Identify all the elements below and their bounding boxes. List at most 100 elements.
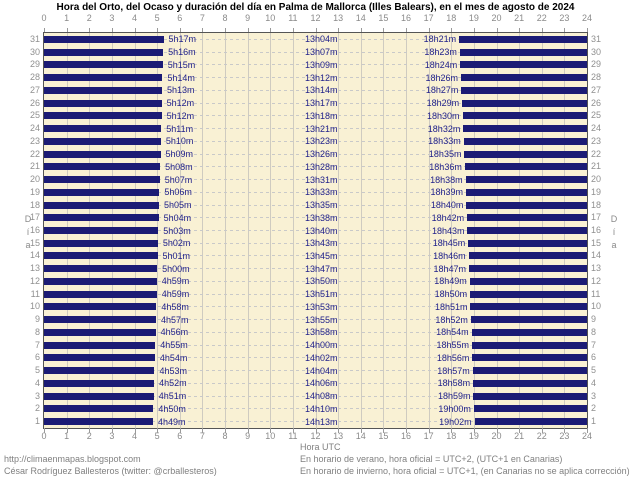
- hour-tick-top: [541, 28, 543, 33]
- sunset-time-label: 18h39m: [430, 187, 463, 198]
- bar-night-before-sunrise: [44, 328, 156, 336]
- row-dash-line: [44, 370, 587, 372]
- sunset-time-label: 18h45m: [432, 238, 466, 249]
- day-tick-label-right: 16: [591, 225, 602, 235]
- hour-tick-label-top: 2: [86, 13, 92, 23]
- hour-tick-bottom: [179, 428, 181, 433]
- hour-tick-label-top: 20: [491, 13, 502, 23]
- day-tick-label-left: 10: [29, 301, 40, 312]
- sunset-time-label: 18h33m: [428, 136, 461, 147]
- hour-tick-label-bottom: 9: [245, 431, 251, 441]
- day-tick-label-right: 24: [591, 123, 602, 134]
- sunrise-time-label: 5h01m: [162, 250, 191, 261]
- bar-night-before-sunrise: [44, 227, 159, 234]
- bar-night-before-sunrise: [44, 252, 158, 260]
- footer-summer-note: En horario de verano, hora oficial = UTC…: [300, 454, 563, 464]
- hour-tick-label-top: 23: [559, 13, 570, 23]
- hour-tick-top: [496, 28, 498, 33]
- day-tick-label-left: 6: [34, 352, 40, 363]
- chart-title: Hora del Orto, del Ocaso y duración del …: [56, 2, 575, 13]
- day-tick-label-right: 4: [591, 377, 597, 388]
- hour-tick-top: [360, 28, 362, 33]
- day-tick-label-right: 27: [591, 84, 602, 95]
- bar-night-before-sunrise: [44, 379, 155, 387]
- sunset-time-label: 18h58m: [437, 378, 471, 389]
- bar-night-after-sunset: [471, 328, 587, 336]
- day-tick-label-right: 22: [591, 148, 602, 159]
- bar-night-before-sunrise: [44, 125, 162, 133]
- day-duration-label: 14h04m: [305, 365, 338, 376]
- day-tick-label-left: 21: [29, 161, 40, 172]
- sunset-time-label: 18h23m: [424, 47, 457, 58]
- day-tick-label-right: 21: [591, 161, 602, 172]
- day-tick-label-right: 28: [591, 72, 602, 83]
- sunset-time-label: 18h51m: [434, 301, 468, 312]
- bar-night-after-sunset: [470, 303, 587, 311]
- hour-tick-label-bottom: 23: [559, 431, 570, 441]
- day-tick-label-right: 12: [591, 275, 602, 286]
- hour-tick-label-top: 9: [245, 13, 251, 23]
- day-tick-label-left: 24: [29, 123, 40, 134]
- sunrise-time-label: 4h57m: [160, 314, 189, 325]
- bar-night-after-sunset: [472, 367, 587, 375]
- sunrise-time-label: 5h14m: [167, 72, 195, 83]
- day-tick-label-left: 8: [34, 326, 40, 337]
- hour-tick-bottom: [519, 428, 521, 433]
- hour-tick-label-bottom: 19: [468, 431, 479, 441]
- day-duration-label: 13h14m: [305, 85, 338, 96]
- sunset-time-label: 18h26m: [425, 72, 459, 83]
- day-duration-label: 13h31m: [305, 174, 338, 185]
- hour-tick-bottom: [541, 428, 543, 433]
- bar-night-after-sunset: [462, 112, 587, 120]
- hour-tick-label-bottom: 4: [131, 431, 138, 441]
- day-tick-label-left: 5: [34, 365, 40, 376]
- day-duration-label: 14h13m: [305, 416, 338, 427]
- hour-tick-bottom: [225, 428, 226, 433]
- hour-tick-top: [247, 28, 249, 33]
- bar-night-after-sunset: [460, 61, 587, 69]
- bar-night-before-sunrise: [44, 137, 161, 145]
- bar-night-before-sunrise: [44, 35, 164, 43]
- bar-night-after-sunset: [461, 74, 587, 82]
- day-duration-label: 14h02m: [305, 352, 338, 363]
- day-tick-label-right: 23: [591, 135, 602, 146]
- hour-tick-top: [134, 28, 136, 33]
- hour-tick-label-top: 14: [355, 13, 366, 23]
- hour-tick-top: [66, 28, 68, 33]
- hour-tick-top: [587, 28, 588, 33]
- hour-tick-label-bottom: 11: [288, 431, 298, 441]
- row-dash-line: [44, 395, 587, 397]
- bar-night-after-sunset: [464, 150, 587, 158]
- day-tick-label-right: 29: [591, 59, 602, 70]
- sunset-time-label: 19h02m: [439, 416, 472, 427]
- hour-tick-label-top: 10: [265, 13, 276, 23]
- day-duration-label: 13h38m: [305, 212, 338, 223]
- row-dash-line: [44, 191, 587, 193]
- sunrise-time-label: 4h52m: [159, 378, 187, 389]
- row-dash-line: [44, 89, 587, 91]
- hour-tick-label-bottom: 3: [109, 431, 115, 441]
- day-duration-label: 13h09m: [305, 59, 338, 70]
- day-duration-label: 13h07m: [305, 47, 338, 58]
- day-tick-label-right: 7: [591, 339, 597, 350]
- hour-tick-label-bottom: 13: [333, 431, 344, 441]
- hour-tick-label-bottom: 24: [581, 431, 593, 441]
- hour-tick-label-top: 4: [131, 13, 138, 23]
- day-duration-label: 14h06m: [305, 378, 338, 389]
- sunrise-time-label: 5h11m: [166, 123, 194, 134]
- sunrise-time-label: 5h12m: [166, 110, 195, 121]
- hour-tick-label-top: 16: [400, 13, 412, 23]
- hour-tick-bottom: [428, 428, 430, 433]
- day-tick-label-left: 4: [34, 377, 40, 388]
- day-tick-label-right: 5: [591, 365, 597, 376]
- sunset-time-label: 18h46m: [433, 250, 466, 261]
- sunset-time-label: 18h38m: [430, 174, 463, 185]
- sunrise-time-label: 5h17m: [168, 34, 197, 45]
- day-tick-label-left: 27: [29, 84, 40, 95]
- row-dash-line: [44, 102, 587, 104]
- day-duration-label: 13h28m: [305, 161, 338, 172]
- sunset-time-label: 18h59m: [437, 391, 471, 402]
- sunset-time-label: 18h55m: [436, 340, 469, 351]
- hour-tick-label-bottom: 22: [536, 431, 547, 441]
